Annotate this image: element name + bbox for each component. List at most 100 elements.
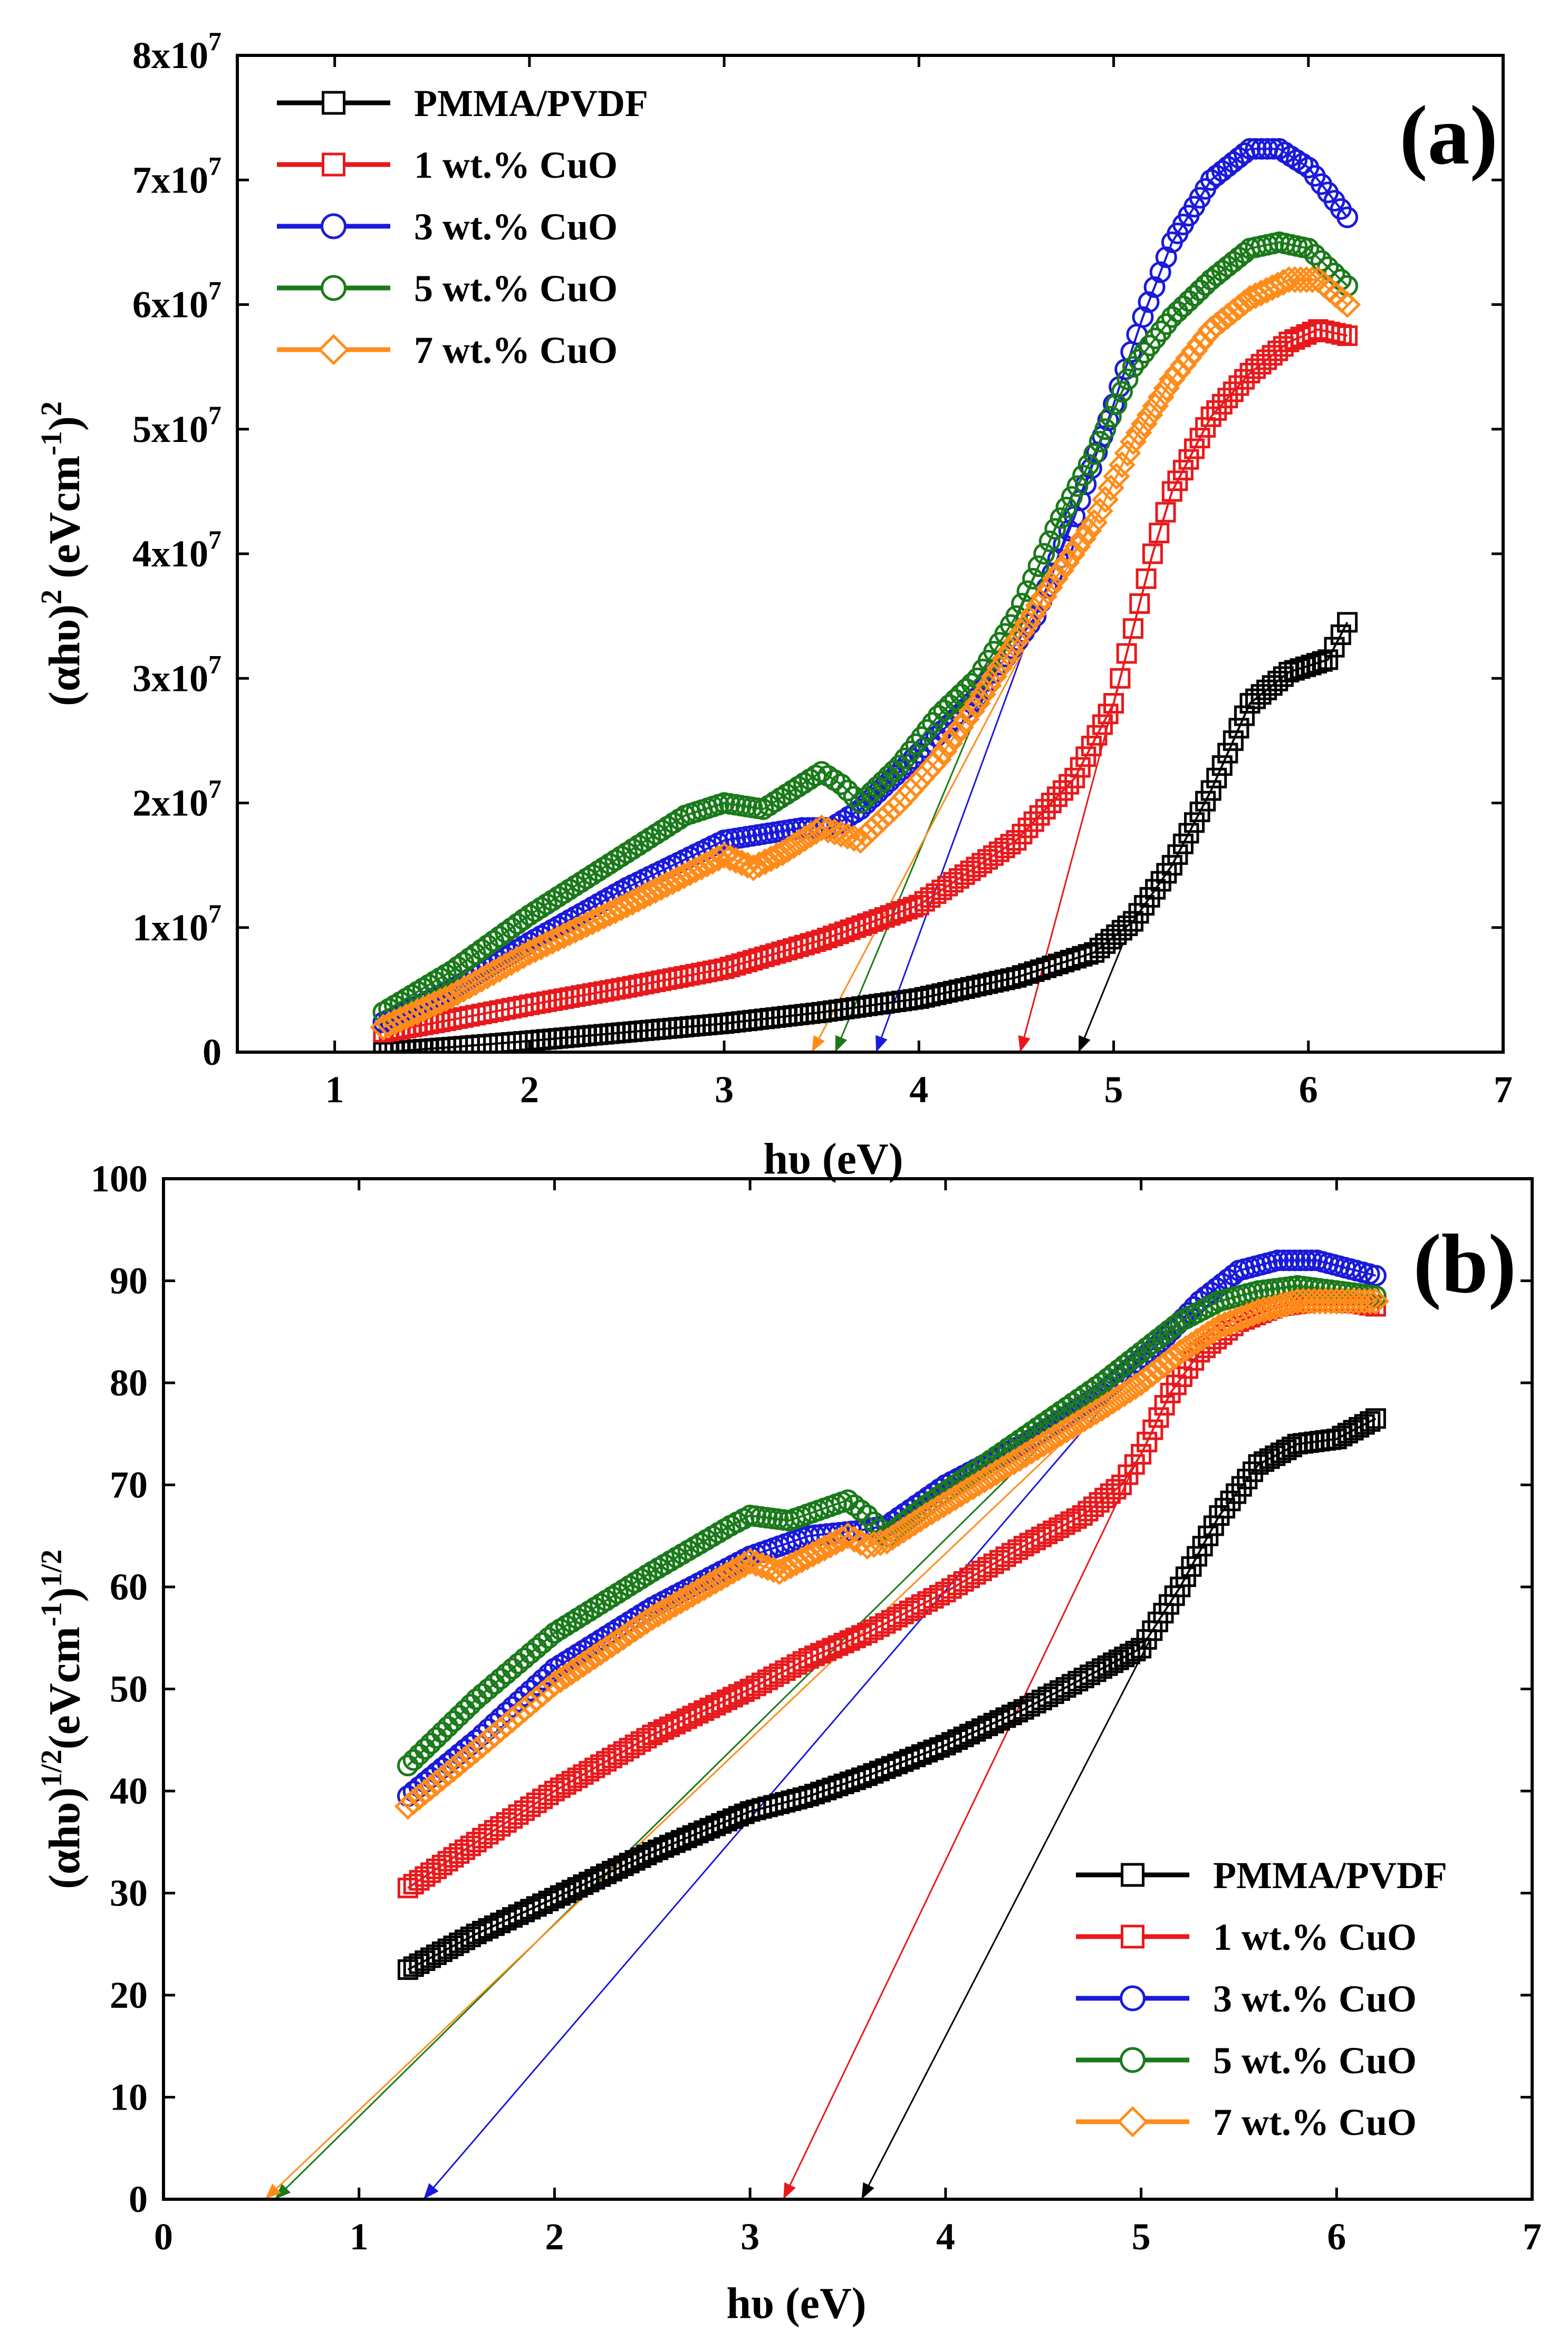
data-point <box>527 933 555 960</box>
data-point <box>509 942 537 969</box>
data-point <box>422 1769 450 1797</box>
data-point <box>644 1601 672 1628</box>
x-tick-label: 5 <box>1104 1069 1123 1111</box>
data-point <box>1142 543 1163 564</box>
data-point <box>954 864 975 885</box>
data-point <box>980 663 1008 690</box>
data-point <box>873 1527 901 1555</box>
data-point <box>1030 1430 1057 1458</box>
data-point <box>850 798 872 820</box>
series-1-wt-cuo <box>373 319 1358 1043</box>
data-point <box>1223 730 1244 751</box>
data-point <box>1149 261 1171 283</box>
data-point <box>988 1455 1016 1483</box>
data-point <box>613 891 640 919</box>
legend-item-1-wt-cuo: 1 wt.% CuO <box>277 144 618 186</box>
panel-a-chart: 1 2 3 4 5 6 7 0 1x107 2x107 3x107 4x107 5x107 6x107 7x… <box>35 26 1513 1183</box>
data-point <box>992 645 1019 672</box>
data-point <box>1136 568 1157 589</box>
data-point <box>953 1571 974 1592</box>
data-point <box>752 848 779 875</box>
data-point <box>693 850 721 878</box>
panel-label: (b) <box>1413 1217 1516 1311</box>
data-point <box>599 853 621 875</box>
data-point <box>1223 381 1244 402</box>
data-point <box>730 1551 758 1578</box>
data-point <box>1150 320 1172 342</box>
data-point <box>1197 316 1225 343</box>
data-point <box>1337 612 1358 633</box>
data-point <box>1219 298 1247 325</box>
data-point <box>1094 1391 1121 1418</box>
data-point <box>1008 618 1036 646</box>
data-point <box>1078 454 1100 476</box>
y-tick-label: 100 <box>91 1158 148 1200</box>
data-point <box>1209 1505 1230 1526</box>
data-point <box>702 1567 729 1595</box>
data-point <box>1117 368 1139 390</box>
y-tick-label: 8x107 <box>132 26 222 76</box>
data-series <box>370 138 1361 1052</box>
data-point <box>1078 944 1099 965</box>
data-point <box>1183 1327 1211 1355</box>
data-point <box>1047 1420 1075 1447</box>
data-point <box>1262 138 1284 160</box>
data-point <box>621 1615 649 1643</box>
data-point <box>1053 1416 1081 1443</box>
data-point <box>1267 1249 1289 1272</box>
data-point <box>1195 1320 1222 1347</box>
data-point <box>840 824 868 852</box>
data-point <box>1336 206 1359 228</box>
tangent-arrowhead-7-wt-cuo <box>265 2183 281 2199</box>
data-point <box>914 891 935 912</box>
data-point <box>1275 266 1303 293</box>
data-point <box>816 1532 844 1559</box>
tangent-arrowhead-pmma-pvdf <box>861 2182 874 2199</box>
x-tick-label: 5 <box>1132 2216 1151 2258</box>
data-point <box>1189 801 1210 822</box>
data-point <box>1119 1643 1140 1664</box>
data-point <box>414 1738 436 1760</box>
data-point <box>782 1549 810 1576</box>
data-point <box>636 880 663 907</box>
tangent-arrowhead-5-wt-cuo <box>835 1035 848 1052</box>
data-point <box>562 917 589 944</box>
data-point <box>1163 1315 1186 1337</box>
x-tick-label: 6 <box>1299 1069 1318 1111</box>
data-point <box>570 1651 597 1678</box>
data-point <box>633 1608 660 1635</box>
data-point <box>1148 1407 1169 1428</box>
x-tick-label: 3 <box>740 2216 759 2258</box>
data-point <box>556 919 583 947</box>
data-point <box>1143 276 1166 298</box>
data-point <box>1075 746 1096 767</box>
data-point <box>899 740 921 763</box>
data-point <box>448 1705 470 1727</box>
data-point <box>1055 496 1078 518</box>
data-point <box>766 1558 793 1585</box>
data-point <box>451 1746 479 1773</box>
data-point <box>1237 1468 1258 1489</box>
data-point <box>1023 811 1044 832</box>
data-point <box>1001 1448 1028 1476</box>
legend-marker <box>322 152 345 177</box>
data-point <box>400 1788 427 1815</box>
data-point <box>394 1793 421 1820</box>
data-point <box>930 1491 957 1518</box>
data-point <box>811 1534 838 1562</box>
data-point <box>564 1654 591 1682</box>
data-point <box>1287 266 1314 293</box>
data-point <box>1027 555 1050 577</box>
data-point <box>504 946 531 973</box>
data-point <box>1217 388 1238 409</box>
data-point <box>948 868 969 889</box>
data-point <box>411 1778 439 1806</box>
tangent-1-wt-cuo <box>1019 703 1114 1052</box>
legend-label: PMMA/PVDF <box>414 82 648 124</box>
data-point <box>1211 755 1233 776</box>
data-point <box>975 672 1002 699</box>
data-point <box>947 1480 975 1508</box>
data-point <box>777 1552 804 1580</box>
x-tick-label: 1 <box>325 1069 344 1111</box>
